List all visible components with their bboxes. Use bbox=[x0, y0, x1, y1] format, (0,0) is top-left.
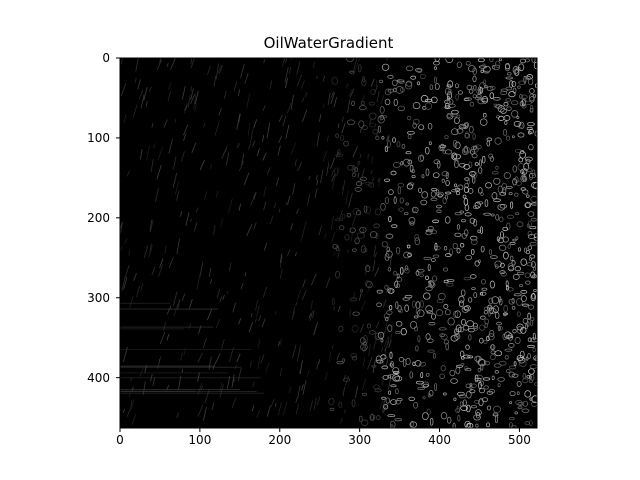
y-tick-label: 100 bbox=[87, 130, 110, 145]
x-tick-label: 0 bbox=[116, 433, 124, 447]
y-tick-label: 200 bbox=[87, 210, 110, 225]
x-tick-label: 200 bbox=[268, 433, 292, 447]
x-tick-label: 300 bbox=[348, 433, 372, 447]
figure-title: OilWaterGradient bbox=[263, 34, 394, 52]
y-axis-ticks bbox=[116, 57, 120, 379]
gradient-texture bbox=[120, 58, 537, 428]
y-tick-label: 300 bbox=[87, 290, 110, 305]
y-tick-label: 400 bbox=[87, 370, 110, 385]
x-tick-label: 100 bbox=[188, 433, 212, 447]
image-frame bbox=[119, 57, 538, 429]
x-tick-label: 500 bbox=[507, 433, 531, 447]
x-axis-ticks bbox=[119, 428, 520, 432]
x-tick-label: 400 bbox=[428, 433, 451, 447]
y-tick-label: 0 bbox=[102, 51, 110, 65]
image-background bbox=[120, 58, 537, 428]
